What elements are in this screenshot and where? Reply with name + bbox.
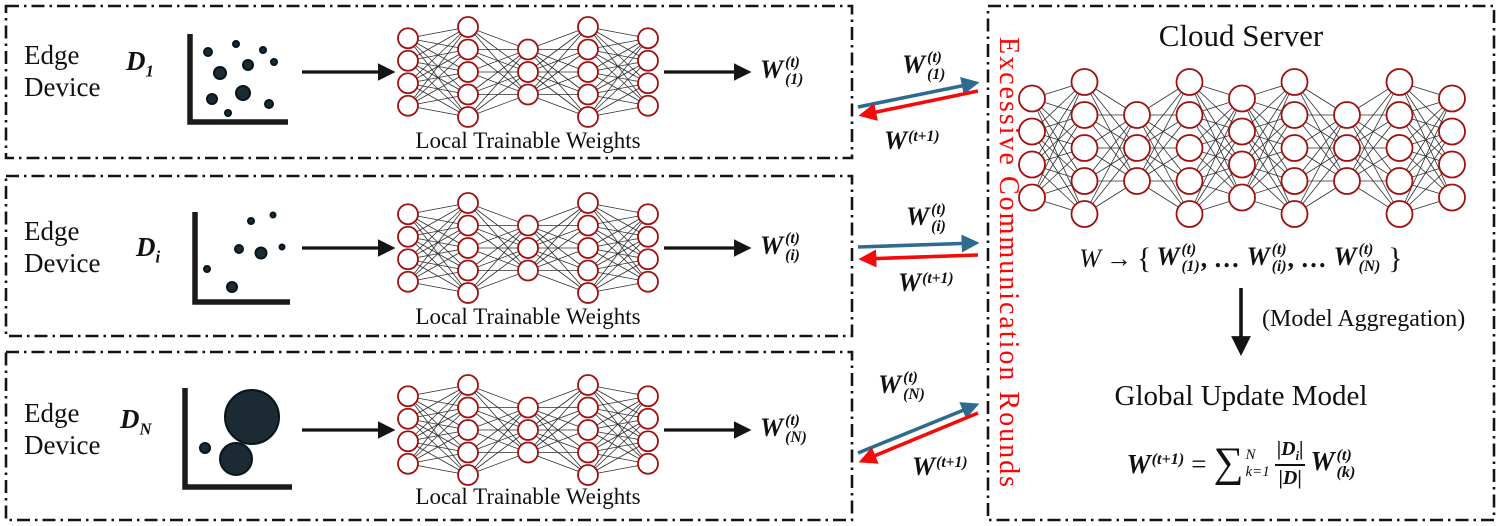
comm2-upload-label: W (t) (i): [906, 201, 946, 236]
edge3-label: Edge Device: [24, 398, 101, 460]
comm1-upload-label: W (t) (1): [902, 49, 946, 84]
edge3-download-arrow: [858, 411, 979, 464]
edge3-upload-arrow: [857, 402, 980, 455]
edge2-nn-caption: Local Trainable Weights: [415, 304, 641, 329]
comm3-upload-label: W (t) (N): [878, 369, 925, 404]
edge1-neural-network-icon: [397, 16, 659, 128]
scatter-plot-di: [192, 211, 290, 305]
scatter-plot-d1: [187, 34, 288, 125]
dist-term-3: W (t) (N): [1333, 241, 1381, 276]
edge1-nn-caption: Local Trainable Weights: [415, 128, 641, 153]
edge1-label: Edge Device: [24, 40, 101, 102]
comm3-download-label: W(t+1): [912, 452, 968, 481]
edge1-dataset-symbol: D: [126, 46, 146, 76]
edge2-neural-network-icon: [397, 192, 659, 304]
edge3-neural-network-icon: [397, 374, 659, 486]
edge-device-2-frame: [4, 174, 854, 338]
edge-device-3-frame: [4, 350, 854, 522]
dist-term-1: W (t) (1), …: [1156, 241, 1240, 276]
edge2-weight-label: W (t) (i): [760, 230, 800, 265]
dist-term-2: W (t) (i), …: [1246, 241, 1327, 276]
model-aggregation-note: (Model Aggregation): [1262, 306, 1466, 332]
global-update-title: Global Update Model: [1114, 379, 1368, 412]
edge2-upload-arrow: [857, 234, 980, 253]
edge1-upload-arrow: [857, 77, 980, 109]
edge2-download-arrow: [858, 249, 979, 268]
edge1-download-arrow: [858, 89, 979, 121]
weight-distribution-formula: W → { W (t) (1), … W (t) (i), … W (t) (N) }: [988, 236, 1494, 282]
comm2-download-label: W(t+1): [898, 268, 954, 297]
edge1-weight-label: W (t) (1): [760, 54, 804, 89]
edge3-weight-label: W (t) (N): [760, 412, 807, 447]
formula-rhs: W (t) (k): [1310, 445, 1356, 482]
edge3-dataset-label: DN: [120, 404, 152, 439]
dist-arrow: →: [1105, 244, 1132, 273]
cloud-server-title: Cloud Server: [1158, 18, 1324, 53]
dist-lhs: W: [1079, 244, 1101, 273]
edge2-dataset-label: Di: [136, 232, 161, 267]
cloud-neural-network-icon: [1018, 68, 1466, 228]
data-fraction: |Di| |D|: [1274, 437, 1306, 490]
excessive-communication-label: Excessive Communication Rounds: [993, 37, 1024, 489]
dist-close-brace: }: [1388, 242, 1403, 275]
edge1-dataset-label: D1: [126, 46, 154, 81]
dist-open-brace: {: [1136, 242, 1152, 275]
formula-lhs: W(t+1): [1126, 448, 1185, 479]
formula-equals: =: [1191, 448, 1207, 479]
comm1-download-label: W(t+1): [884, 126, 940, 155]
scatter-plot-dn: [182, 388, 292, 490]
edge2-label: Edge Device: [24, 216, 101, 278]
edge3-nn-caption: Local Trainable Weights: [415, 484, 641, 509]
edge1-dataset-subscript: 1: [145, 61, 154, 81]
edge-device-1-frame: [4, 4, 854, 160]
